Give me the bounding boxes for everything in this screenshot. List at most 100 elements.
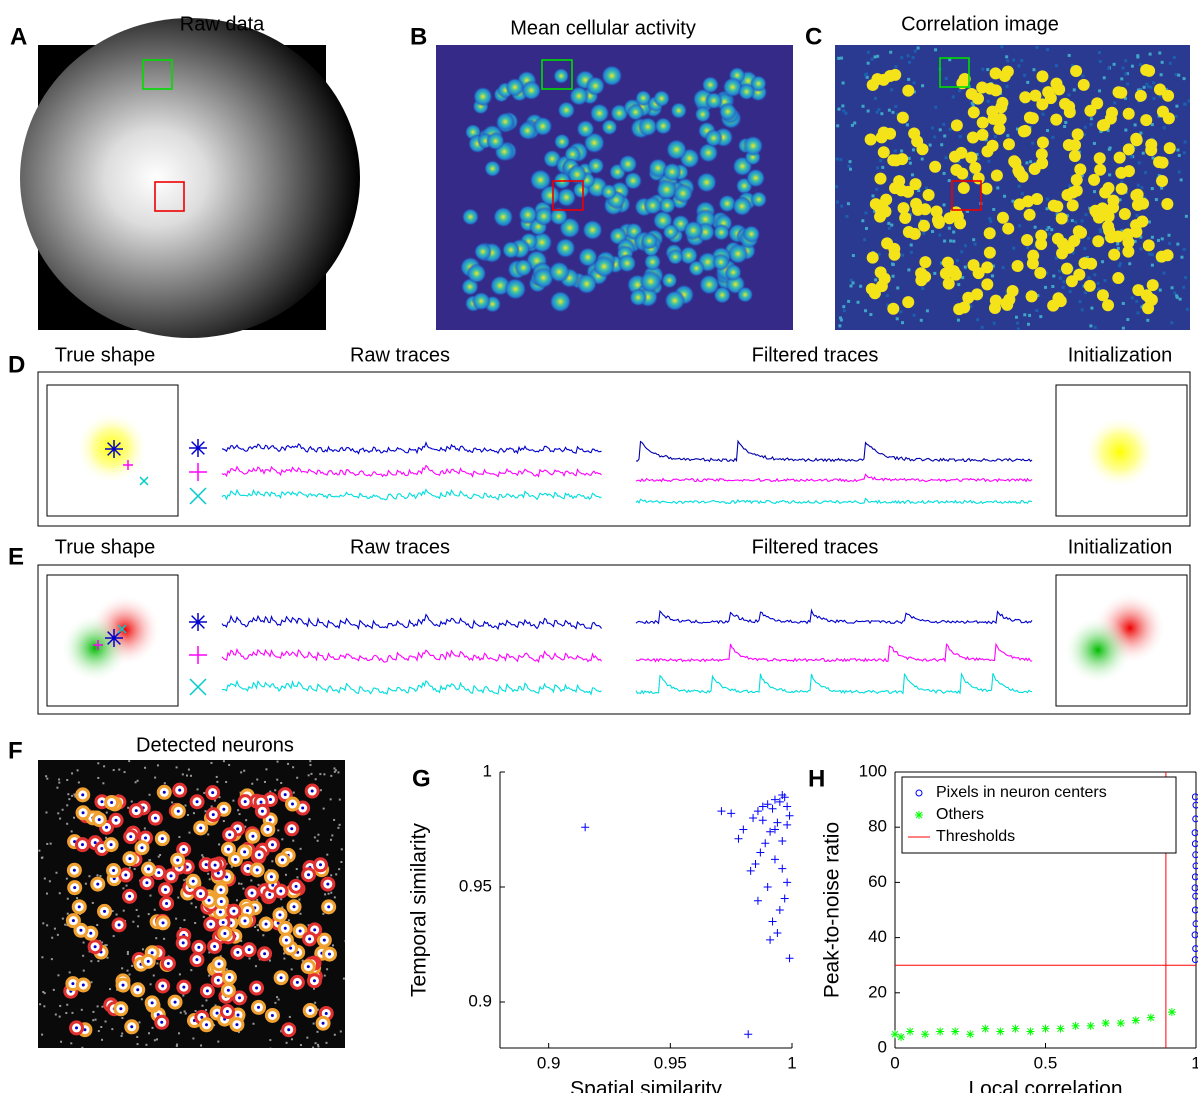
cell bbox=[989, 302, 1001, 314]
speckle bbox=[1137, 184, 1140, 187]
speckle bbox=[1048, 233, 1051, 236]
speckle bbox=[163, 938, 165, 940]
speckle bbox=[265, 768, 267, 770]
blob bbox=[738, 83, 755, 100]
blob bbox=[670, 102, 687, 119]
x-tick-label: 0.5 bbox=[1034, 1053, 1058, 1072]
speckle bbox=[129, 973, 131, 975]
center bbox=[94, 945, 97, 948]
cell bbox=[984, 227, 996, 239]
speckle bbox=[1055, 64, 1058, 67]
speckle bbox=[843, 309, 846, 312]
speckle bbox=[64, 924, 66, 926]
center bbox=[72, 919, 75, 922]
speckle bbox=[864, 211, 867, 214]
speckle bbox=[339, 799, 341, 801]
point bbox=[783, 821, 791, 829]
cell bbox=[910, 178, 922, 190]
speckle bbox=[908, 61, 911, 64]
point bbox=[786, 812, 794, 820]
speckle bbox=[190, 775, 192, 777]
point bbox=[771, 855, 779, 863]
panel-title: Mean cellular activity bbox=[510, 17, 696, 39]
speckle bbox=[178, 836, 180, 838]
speckle bbox=[1015, 316, 1018, 319]
center bbox=[251, 835, 254, 838]
blob bbox=[699, 274, 720, 295]
speckle bbox=[1025, 161, 1028, 164]
speckle bbox=[59, 1016, 61, 1018]
speckle bbox=[289, 1016, 291, 1018]
center bbox=[281, 858, 284, 861]
speckle bbox=[1017, 64, 1020, 67]
speckle bbox=[901, 254, 904, 257]
speckle bbox=[121, 1033, 123, 1035]
speckle bbox=[42, 991, 44, 993]
cell bbox=[1007, 285, 1019, 297]
speckle bbox=[46, 893, 48, 895]
point bbox=[747, 867, 755, 875]
speckle bbox=[77, 769, 79, 771]
center bbox=[328, 953, 331, 956]
speckle bbox=[232, 800, 234, 802]
speckle bbox=[1093, 190, 1096, 193]
speckle bbox=[271, 860, 273, 862]
speckle bbox=[41, 1034, 43, 1036]
speckle bbox=[97, 960, 99, 962]
point bbox=[906, 1027, 914, 1035]
shape bbox=[1064, 616, 1132, 684]
cell bbox=[932, 214, 944, 226]
center bbox=[220, 900, 223, 903]
panel-title: Filtered traces bbox=[752, 344, 879, 366]
cell bbox=[1074, 163, 1086, 175]
speckle bbox=[317, 1031, 319, 1033]
x-tick-label: 0 bbox=[890, 1053, 899, 1072]
center bbox=[266, 828, 269, 831]
speckle bbox=[182, 995, 184, 997]
speckle bbox=[952, 231, 955, 234]
center bbox=[322, 1022, 325, 1025]
blob bbox=[737, 286, 753, 302]
speckle bbox=[840, 319, 843, 322]
cell bbox=[1102, 299, 1114, 311]
cell bbox=[875, 266, 887, 278]
speckle bbox=[188, 832, 190, 834]
blob bbox=[641, 233, 658, 250]
y-tick-label: 100 bbox=[859, 761, 887, 780]
speckle bbox=[861, 219, 864, 222]
speckle bbox=[1059, 277, 1062, 280]
speckle bbox=[857, 301, 860, 304]
speckle bbox=[1134, 123, 1137, 126]
speckle bbox=[128, 760, 130, 762]
blob bbox=[673, 184, 693, 204]
speckle bbox=[323, 808, 325, 810]
center bbox=[228, 833, 231, 836]
speckle bbox=[216, 781, 218, 783]
cell bbox=[1112, 230, 1124, 242]
speckle bbox=[867, 110, 870, 113]
y-tick-label: 0.95 bbox=[459, 876, 492, 895]
speckle bbox=[83, 942, 85, 944]
speckle bbox=[317, 840, 319, 842]
center bbox=[118, 923, 121, 926]
cell bbox=[1000, 297, 1012, 309]
speckle bbox=[931, 126, 934, 129]
speckle bbox=[136, 909, 138, 911]
speckle bbox=[890, 88, 893, 91]
speckle bbox=[142, 948, 144, 950]
blob bbox=[496, 112, 515, 131]
speckle bbox=[85, 883, 87, 885]
point bbox=[1193, 946, 1198, 952]
center bbox=[147, 868, 150, 871]
center bbox=[290, 827, 293, 830]
speckle bbox=[82, 955, 84, 957]
panel-title: Initialization bbox=[1068, 344, 1173, 366]
speckle bbox=[913, 81, 916, 84]
y-tick-label: 20 bbox=[868, 982, 887, 1001]
point bbox=[996, 1027, 1004, 1035]
point bbox=[769, 805, 777, 813]
center bbox=[140, 846, 143, 849]
cell bbox=[1091, 207, 1103, 219]
speckle bbox=[964, 244, 967, 247]
trace bbox=[222, 443, 602, 454]
